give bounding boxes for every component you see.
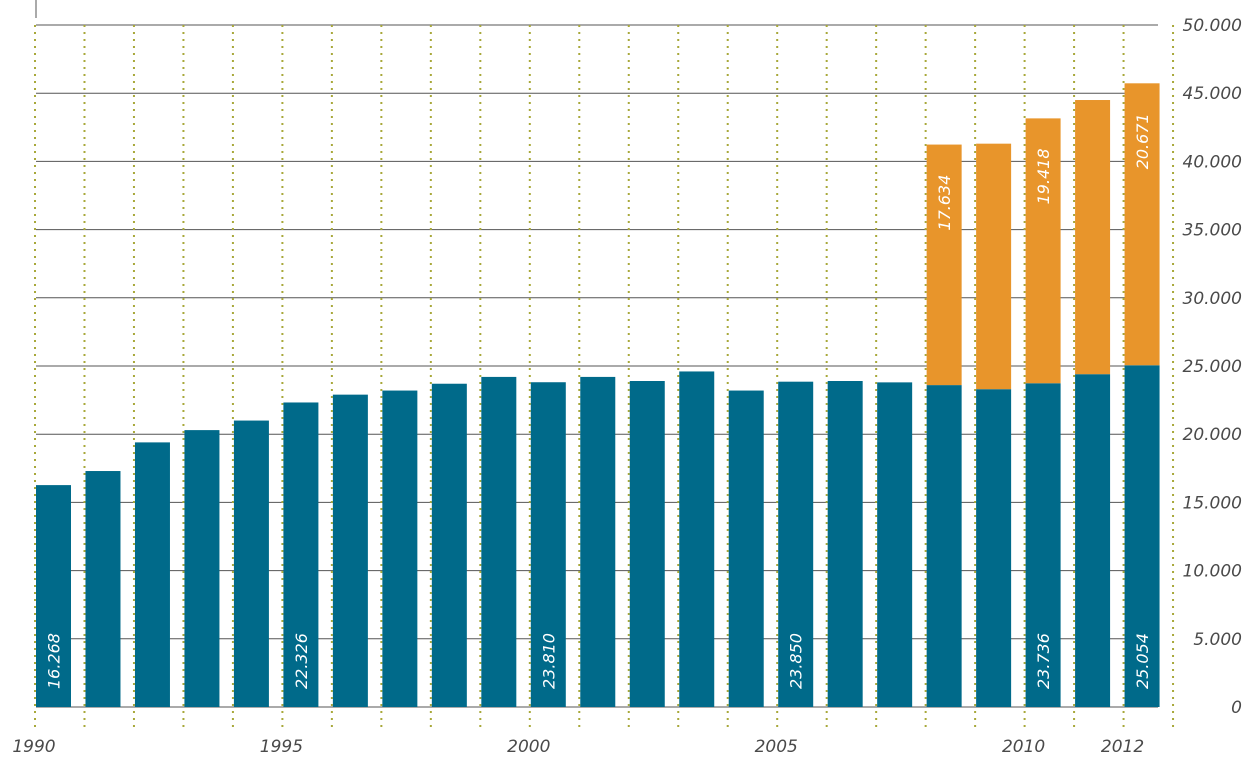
y-tick-label-3: 15.000 [1183, 493, 1242, 513]
x-tick-label-1995: 1995 [260, 737, 303, 757]
bar-2001-series-0 [580, 376, 616, 707]
bar-2004-series-0 [728, 390, 764, 707]
bar-1995-series-0 [283, 402, 319, 707]
y-tick-label-10: 50.000 [1183, 16, 1242, 36]
bar-2010-series-0 [1025, 383, 1061, 707]
y-tick-label-1: 5.000 [1193, 630, 1242, 650]
bar-2006-series-0 [827, 381, 863, 707]
bar-1994-series-0 [233, 420, 269, 707]
data-label-2012-series-1: 20.671 [1133, 113, 1152, 169]
bar-2012-series-0 [1124, 365, 1160, 707]
data-label-1995-series-0: 22.326 [292, 633, 311, 689]
data-label-2010-series-0: 23.736 [1034, 633, 1053, 689]
x-tick-label-1990: 1990 [12, 737, 55, 757]
data-label-1990-series-0: 16.268 [45, 633, 64, 689]
x-axis-tick-labels: 1990 1995 2000 2005 2010 2012 [12, 737, 1144, 757]
bar-2005-series-0 [778, 381, 814, 707]
data-label-2012-series-0: 25.054 [1133, 633, 1152, 689]
bar-1999-series-0 [481, 376, 517, 707]
bar-1997-series-0 [382, 390, 418, 707]
bar-2008-series-0 [926, 385, 962, 707]
bar-2007-series-0 [877, 382, 913, 707]
data-label-2008-series-1: 17.634 [935, 175, 954, 231]
data-label-2010-series-1: 19.418 [1034, 148, 1053, 204]
y-tick-label-6: 30.000 [1183, 289, 1242, 309]
bar-2011-series-0 [1075, 374, 1111, 707]
bar-1996-series-0 [332, 394, 368, 707]
bar-2003-series-0 [679, 371, 715, 707]
y-tick-label-5: 25.000 [1183, 357, 1242, 377]
vertical-dotted-gridlines [34, 25, 1175, 728]
bar-2002-series-0 [629, 381, 665, 707]
bar-2010-series-1 [1025, 118, 1061, 384]
x-tick-label-2012: 2012 [1101, 737, 1144, 757]
bar-2009-series-0 [976, 389, 1012, 707]
y-tick-label-4: 20.000 [1183, 425, 1242, 445]
bar-1998-series-0 [431, 383, 467, 707]
bar-1991-series-0 [85, 471, 121, 707]
y-tick-label-8: 40.000 [1183, 152, 1242, 172]
y-tick-label-0: 0 [1231, 698, 1242, 718]
bar-2011-series-1 [1075, 100, 1111, 375]
bars [36, 83, 1160, 707]
y-tick-label-2: 10.000 [1183, 562, 1242, 582]
x-tick-label-2010: 2010 [1002, 737, 1045, 757]
bar-1992-series-0 [134, 442, 170, 707]
y-axis-tick-labels: 0 5.000 10.000 15.000 20.000 25.000 30.000 35.0… [1183, 16, 1242, 718]
bar-1993-series-0 [184, 430, 220, 707]
data-label-2005-series-0: 23.850 [787, 633, 806, 689]
data-label-2000-series-0: 23.810 [539, 633, 558, 689]
y-tick-label-7: 35.000 [1183, 221, 1242, 241]
bar-2009-series-1 [976, 143, 1012, 390]
y-tick-label-9: 45.000 [1183, 84, 1242, 104]
bar-2008-series-1 [926, 144, 962, 386]
bar-2000-series-0 [530, 382, 566, 707]
bar-1990-series-0 [36, 485, 71, 707]
bar-2012-series-1 [1124, 83, 1160, 366]
data-labels: 16.268 22.326 23.810 23.850 23.736 25.054 17.6… [45, 113, 1153, 689]
x-tick-label-2005: 2005 [755, 737, 798, 757]
x-tick-label-2000: 2000 [507, 737, 550, 757]
